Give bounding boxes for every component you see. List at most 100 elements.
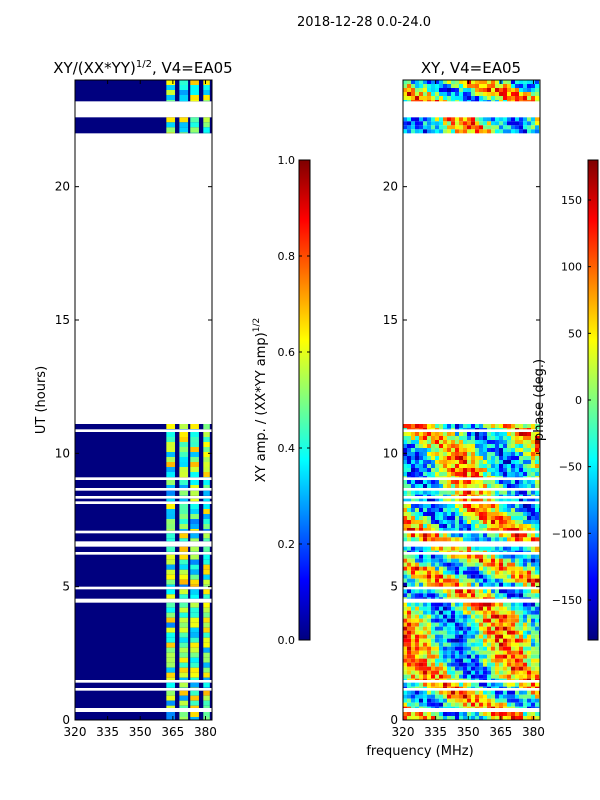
phase-cell xyxy=(535,682,539,687)
phase-cell xyxy=(431,682,435,687)
phase-cell xyxy=(503,646,507,651)
phase-cell xyxy=(491,698,495,703)
phase-cell xyxy=(531,494,535,496)
phase-cell xyxy=(439,597,443,599)
phase-cell xyxy=(463,456,467,460)
amp-cell xyxy=(190,574,199,580)
phase-cell xyxy=(507,674,511,679)
phase-cell xyxy=(487,520,491,524)
phase-cell xyxy=(479,626,483,631)
phase-cell xyxy=(459,468,463,472)
phase-cell xyxy=(447,597,451,599)
phase-cell xyxy=(515,100,519,102)
phase-cell xyxy=(423,490,427,495)
phase-cell xyxy=(423,468,427,472)
phase-cell xyxy=(475,566,479,571)
phase-cell xyxy=(427,638,431,643)
amp-cell xyxy=(179,589,189,595)
phase-cell xyxy=(431,630,435,635)
phase-cell xyxy=(423,480,427,484)
phase-cell xyxy=(463,129,467,134)
phase-cell xyxy=(447,88,451,92)
phase-cell xyxy=(499,448,503,452)
phase-cell xyxy=(415,121,419,126)
phase-cell xyxy=(435,626,439,631)
phase-cell xyxy=(535,666,539,671)
phase-cell xyxy=(455,550,459,552)
phase-cell xyxy=(475,537,479,542)
phase-cell xyxy=(423,92,427,96)
amp-cell xyxy=(203,85,210,90)
phase-cell xyxy=(463,646,467,651)
phase-cell xyxy=(487,88,491,92)
phase-cell xyxy=(459,716,463,720)
phase-cell xyxy=(503,712,507,716)
phase-cell xyxy=(459,638,463,643)
phase-cell xyxy=(411,606,415,611)
phase-cell xyxy=(519,428,523,430)
phase-cell xyxy=(407,456,411,460)
phase-cell xyxy=(467,606,471,611)
phase-cell xyxy=(411,602,415,607)
phase-cell xyxy=(427,570,431,575)
phase-cell xyxy=(407,476,411,478)
phase-cell xyxy=(423,566,427,571)
amp-cell xyxy=(203,504,210,509)
phase-cell xyxy=(535,96,539,100)
phase-cell xyxy=(419,578,423,583)
phase-cell xyxy=(495,117,499,122)
phase-cell xyxy=(447,702,451,707)
phase-cell xyxy=(463,658,467,663)
phase-cell xyxy=(479,630,483,635)
phase-cell xyxy=(535,424,539,428)
phase-cell xyxy=(483,460,487,464)
phase-cell xyxy=(519,472,523,476)
phase-cell xyxy=(439,589,443,594)
phase-cell xyxy=(431,460,435,464)
phase-cell xyxy=(471,468,475,472)
phase-cell xyxy=(523,582,527,587)
phase-cell xyxy=(439,464,443,468)
phase-cell xyxy=(451,520,455,524)
phase-cell xyxy=(423,516,427,520)
phase-cell xyxy=(527,100,531,102)
phase-cell xyxy=(423,84,427,88)
amp-cell xyxy=(203,462,210,467)
phase-cell xyxy=(463,96,467,100)
phase-cell xyxy=(475,570,479,575)
phase-cell xyxy=(467,602,471,607)
amp-cell xyxy=(166,538,176,542)
phase-cell xyxy=(527,432,531,436)
phase-cell xyxy=(483,444,487,448)
phase-cell xyxy=(499,593,503,598)
phase-cell xyxy=(507,92,511,96)
amp-cell xyxy=(179,712,189,717)
phase-cell xyxy=(431,480,435,484)
phase-cell xyxy=(487,570,491,575)
phase-cell xyxy=(419,436,423,440)
phase-cell xyxy=(479,658,483,663)
phase-cell xyxy=(503,716,507,720)
phase-cell xyxy=(411,428,415,430)
phase-cell xyxy=(407,129,411,134)
phase-cell xyxy=(491,654,495,659)
phase-cell xyxy=(423,610,427,615)
phase-cell xyxy=(427,516,431,520)
phase-cell xyxy=(475,524,479,528)
phase-cell xyxy=(439,626,443,631)
phase-cell xyxy=(403,121,407,126)
x-tick-label: 380 xyxy=(194,725,217,739)
phase-cell xyxy=(519,597,523,599)
phase-cell xyxy=(475,117,479,122)
phase-cell xyxy=(475,593,479,598)
phase-cell xyxy=(515,96,519,100)
phase-cell xyxy=(463,512,467,516)
phase-cell xyxy=(535,117,539,122)
phase-cell xyxy=(527,468,531,472)
phase-cell xyxy=(435,622,439,627)
phase-cell xyxy=(475,666,479,671)
phase-cell xyxy=(419,666,423,671)
amp-cell xyxy=(179,559,189,565)
phase-cell xyxy=(487,452,491,456)
phase-cell xyxy=(527,490,531,495)
